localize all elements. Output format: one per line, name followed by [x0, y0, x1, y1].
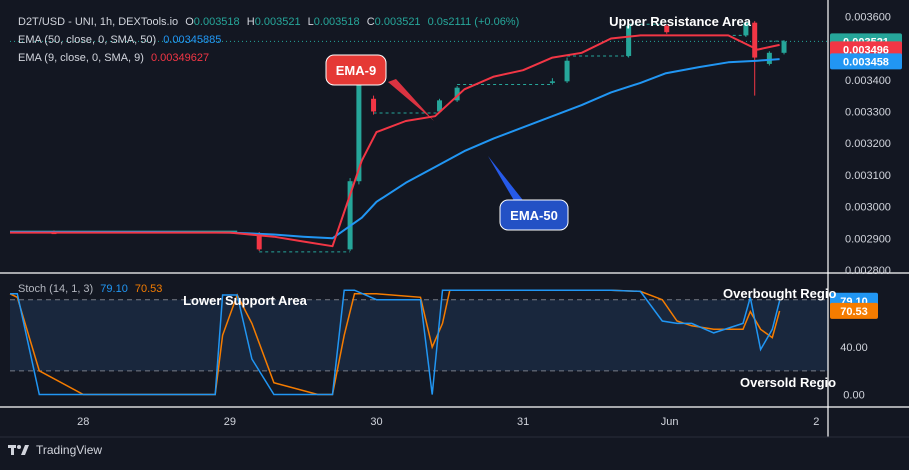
close-value: 0.003521 — [374, 16, 421, 28]
stoch-legend[interactable]: Stoch (14, 1, 3) 79.10 70.53 — [18, 283, 166, 295]
ema9-callout-label: EMA-9 — [336, 63, 376, 78]
ema9-legend-value: 0.00349627 — [151, 52, 210, 64]
open-label: O — [185, 16, 194, 28]
ema50-callout: EMA-50 — [488, 156, 569, 231]
stoch-tick-label: 40.00 — [840, 342, 868, 354]
symbol-label[interactable]: D2T/USD - UNI, 1h, DEXTools.io — [18, 16, 179, 28]
time-tick-label: 31 — [517, 416, 529, 428]
price-tick-label: 0.003400 — [845, 75, 891, 87]
high-label: H — [246, 16, 255, 28]
candle-up — [347, 181, 353, 250]
price-pane — [10, 21, 828, 253]
price-tick-label: 0.003100 — [845, 170, 891, 182]
candle-down — [256, 233, 262, 250]
price-badge-label: 0.003458 — [843, 56, 889, 68]
ema9-callout: EMA-9 — [325, 54, 434, 121]
low-value: 0.003518 — [313, 16, 360, 28]
price-tick-label: 0.003200 — [845, 138, 891, 150]
candle-up — [743, 22, 749, 36]
candle-up — [781, 41, 787, 53]
ema50-legend-label: EMA (50, close, 0, SMA, 50) — [18, 34, 157, 46]
ema50-legend-value: 0.00345885 — [163, 34, 222, 46]
time-tick-label: 28 — [77, 416, 89, 428]
candle-up — [454, 87, 460, 101]
candle-up — [437, 100, 443, 112]
stoch-badge-label: 70.53 — [840, 306, 868, 318]
upper-resistance-label: Upper Resistance Area — [609, 14, 752, 29]
change-value: 0.0s2111 (+0.06%) — [427, 16, 520, 28]
oversold-label: Oversold Regio — [740, 375, 836, 390]
ema9-line — [10, 34, 780, 248]
low-label: L — [307, 16, 314, 28]
tradingview-footer[interactable]: TradingView — [8, 443, 102, 457]
open-value: 0.003518 — [193, 16, 240, 28]
ohlc-legend: D2T/USD - UNI, 1h, DEXTools.io O0.003518… — [18, 16, 523, 28]
price-tick-label: 0.003000 — [845, 202, 891, 214]
ema50-callout-label: EMA-50 — [510, 208, 558, 223]
stoch-band — [10, 299, 828, 371]
ema50-legend[interactable]: EMA (50, close, 0, SMA, 50) 0.00345885 — [18, 34, 225, 46]
ema50-line — [10, 58, 780, 240]
stoch-d-value: 70.53 — [134, 283, 163, 295]
price-badge — [830, 53, 902, 70]
stoch-legend-label: Stoch (14, 1, 3) — [18, 283, 94, 295]
overbought-label: Overbought Regio — [723, 286, 836, 301]
price-tick-label: 0.002800 — [845, 265, 891, 277]
candle-down — [752, 22, 758, 58]
price-badge-label: 0.003496 — [843, 44, 889, 56]
candle-up — [766, 52, 772, 64]
close-label: C — [366, 16, 375, 28]
tradingview-logo-icon — [8, 445, 29, 455]
candle-up — [356, 67, 362, 182]
price-badge — [830, 41, 902, 58]
time-tick-label: 29 — [224, 416, 236, 428]
price-tick-label: 0.003300 — [845, 106, 891, 118]
candle-up — [626, 25, 632, 56]
stoch-tick-label: 0.00 — [843, 390, 864, 402]
candle-up — [549, 81, 555, 83]
stoch-badge — [830, 302, 878, 319]
candle-down — [664, 25, 670, 33]
time-tick-label: 30 — [370, 416, 382, 428]
lower-support-label: Lower Support Area — [183, 293, 308, 308]
price-tick-label: 0.002900 — [845, 233, 891, 245]
stochastic-pane — [9, 289, 828, 396]
time-tick-label: 2 — [813, 416, 819, 428]
high-value: 0.003521 — [254, 16, 301, 28]
axes: 0.0036000.0035000.0034000.0033000.003200… — [0, 0, 909, 438]
tradingview-brand: TradingView — [36, 443, 103, 457]
ema9-legend-label: EMA (9, close, 0, SMA, 9) — [18, 52, 144, 64]
ema9-legend[interactable]: EMA (9, close, 0, SMA, 9) 0.00349627 — [18, 52, 213, 64]
candle-up — [564, 60, 570, 82]
candle-down — [371, 98, 377, 112]
stoch-k-value: 79.10 — [100, 283, 128, 295]
stoch-k-line — [10, 289, 781, 396]
price-tick-label: 0.003600 — [845, 11, 891, 23]
time-tick-label: Jun — [661, 416, 679, 428]
